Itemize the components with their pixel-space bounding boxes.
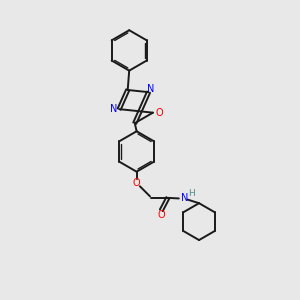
Text: O: O xyxy=(156,108,163,118)
Text: N: N xyxy=(147,84,155,94)
Text: O: O xyxy=(133,178,140,188)
Text: N: N xyxy=(110,103,118,113)
Text: N: N xyxy=(181,193,188,203)
Text: O: O xyxy=(158,210,165,220)
Text: H: H xyxy=(188,190,195,199)
